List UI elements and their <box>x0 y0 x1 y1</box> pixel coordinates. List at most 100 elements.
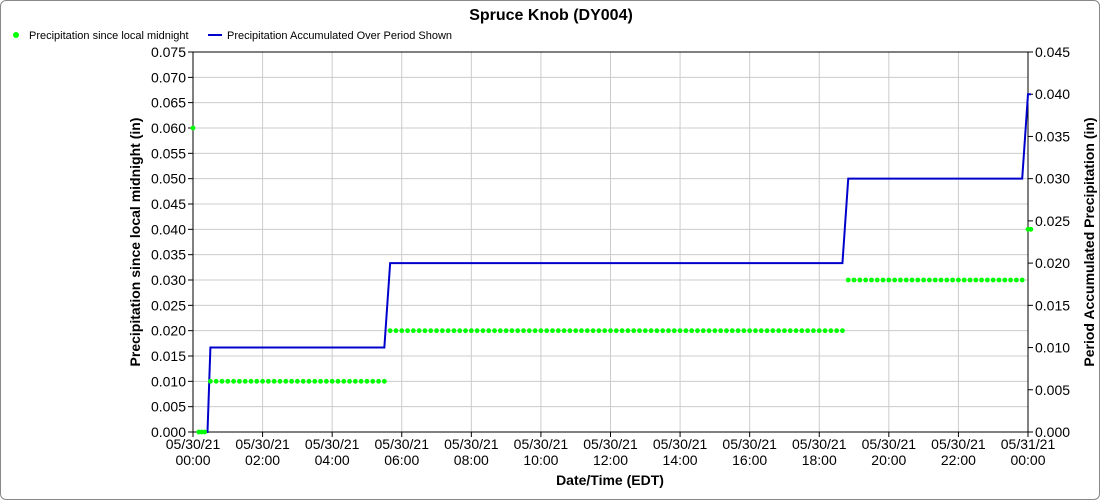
scatter-point <box>735 328 741 334</box>
series-line-accumulated <box>198 93 1031 433</box>
scatter-point <box>764 328 770 334</box>
legend: Precipitation since local midnight Preci… <box>13 30 452 42</box>
scatter-point <box>236 378 242 384</box>
scatter-point <box>289 378 294 384</box>
y-right-tick-label: 0.015 <box>1035 297 1070 313</box>
x-tick-label-time: 22:00 <box>941 452 976 468</box>
scatter-point <box>532 328 538 334</box>
y-right-tick-label: 0.040 <box>1035 86 1070 102</box>
scatter-point <box>956 277 961 283</box>
scatter-point <box>753 328 758 334</box>
x-tick-label-date: 05/30/21 <box>514 436 569 452</box>
scatter-point <box>312 378 318 384</box>
scatter-point <box>619 328 625 334</box>
scatter-point <box>213 378 219 384</box>
series-layer <box>190 93 1034 435</box>
scatter-point <box>637 328 642 334</box>
scatter-point <box>410 328 416 334</box>
scatter-point <box>271 378 277 384</box>
x-tick-label-time: 16:00 <box>732 452 767 468</box>
scatter-point <box>677 328 683 334</box>
y-right-tick-label: 0.030 <box>1035 171 1070 187</box>
scatter-point <box>428 328 434 334</box>
scatter-point <box>903 277 909 283</box>
legend-label-accumulated: Precipitation Accumulated Over Period Sh… <box>227 30 452 42</box>
scatter-point <box>613 328 619 334</box>
scatter-point <box>526 328 532 334</box>
scatter-point <box>596 328 602 334</box>
scatter-point <box>660 328 666 334</box>
scatter-point <box>544 328 550 334</box>
x-tick-label-time: 00:00 <box>175 452 210 468</box>
scatter-point <box>799 328 805 334</box>
y-right-tick-label: 0.005 <box>1035 382 1070 398</box>
x-tick-label-date: 05/30/21 <box>722 436 777 452</box>
scatter-point <box>451 328 457 334</box>
scatter-point <box>921 277 927 283</box>
scatter-point <box>521 328 526 334</box>
scatter-point <box>979 277 985 283</box>
scatter-point <box>828 328 834 334</box>
scatter-point <box>393 328 399 334</box>
scatter-point <box>770 328 776 334</box>
scatter-point <box>300 378 306 384</box>
y-left-tick-label: 0.060 <box>151 120 186 136</box>
x-tick-label-time: 12:00 <box>593 452 628 468</box>
scatter-point <box>898 277 903 283</box>
scatter-point <box>758 328 764 334</box>
scatter-point <box>358 378 364 384</box>
scatter-point <box>712 328 718 334</box>
x-tick-label-time: 06:00 <box>384 452 419 468</box>
y-left-tick-label: 0.010 <box>151 373 186 389</box>
y-right-tick-label: 0.010 <box>1035 340 1070 356</box>
scatter-point <box>863 277 869 283</box>
scatter-point <box>631 328 637 334</box>
scatter-point <box>1028 226 1034 232</box>
scatter-point <box>486 328 492 334</box>
scatter-point <box>869 277 874 283</box>
scatter-point <box>457 328 463 334</box>
scatter-point <box>538 328 544 334</box>
scatter-point <box>787 328 793 334</box>
scatter-point <box>503 328 509 334</box>
scatter-point <box>277 378 283 384</box>
scatter-point <box>474 328 480 334</box>
scatter-point <box>573 328 579 334</box>
y-left-tick-label: 0.055 <box>151 145 186 161</box>
y-axis-right-label: Period Accumulated Precipitation (in) <box>1081 117 1097 366</box>
scatter-point <box>927 277 932 283</box>
scatter-point <box>671 328 677 334</box>
scatter-point <box>909 277 915 283</box>
scatter-point <box>845 277 851 283</box>
y-left-tick-label: 0.000 <box>151 424 186 440</box>
scatter-point <box>265 378 271 384</box>
scatter-point <box>492 328 497 334</box>
x-axis-label: Date/Time (EDT) <box>556 472 664 488</box>
scatter-point <box>654 328 660 334</box>
y-left-tick-label: 0.035 <box>151 247 186 263</box>
x-tick-label-time: 00:00 <box>1010 452 1045 468</box>
scatter-point <box>202 429 208 435</box>
y-left-tick-label: 0.025 <box>151 297 186 313</box>
y-axis-left: 0.000 0.005 0.010 0.015 0.020 0.025 0.030 0.035… <box>151 44 193 440</box>
x-tick-label-date: 05/30/21 <box>305 436 360 452</box>
scatter-point <box>967 277 973 283</box>
scatter-point <box>219 378 225 384</box>
scatter-point <box>445 328 451 334</box>
x-tick-label-date: 05/30/21 <box>862 436 917 452</box>
y-left-tick-label: 0.050 <box>151 171 186 187</box>
scatter-point <box>776 328 782 334</box>
scatter-point <box>590 328 596 334</box>
scatter-point <box>399 328 405 334</box>
x-tick-label-date: 05/30/21 <box>792 436 847 452</box>
scatter-point <box>515 328 521 334</box>
scatter-point <box>561 328 567 334</box>
y-left-tick-label: 0.030 <box>151 272 186 288</box>
scatter-point <box>381 378 387 384</box>
scatter-point <box>352 378 358 384</box>
scatter-point <box>689 328 695 334</box>
y-axis-left-label: Precipitation since local midnight (in) <box>127 118 143 367</box>
scatter-point <box>915 277 921 283</box>
